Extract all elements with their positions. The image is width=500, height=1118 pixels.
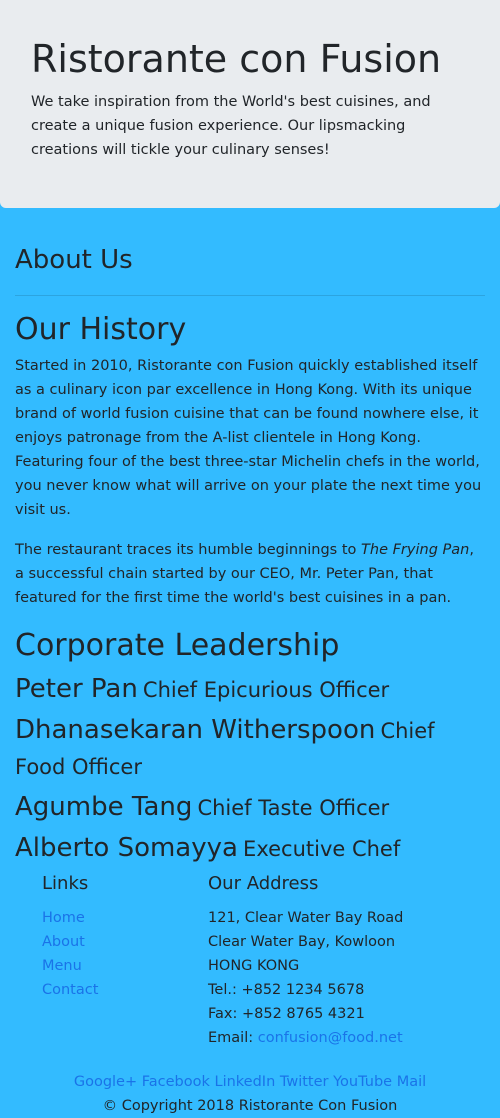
leader-title: Chief Epicurious Officer (142, 678, 390, 702)
leadership-section: Corporate Leadership Peter Pan Chief Epi… (0, 626, 500, 868)
leader-title: Chief Food Officer (15, 719, 435, 779)
restaurant-title: Ristorante con Fusion (31, 37, 442, 81)
email-label: Email: (208, 1030, 258, 1046)
history-heading: Our History (15, 312, 187, 347)
google-plus-link[interactable]: Google+ (73, 1074, 138, 1090)
history-paragraph-1: Started in 2010, Ristorante con Fusion q… (15, 358, 482, 518)
leader-name: Agumbe Tang (15, 792, 193, 822)
leader-item: Agumbe Tang Chief Taste Officer (15, 790, 485, 827)
linkedin-link[interactable]: LinkedIn (214, 1074, 276, 1090)
address-line: HONG KONG (208, 958, 300, 974)
email-line: Email: confusion@food.net (208, 1026, 458, 1050)
address-line: 121, Clear Water Bay Road (208, 910, 404, 926)
footer-link-contact[interactable]: Contact (42, 982, 99, 998)
history-text-start: The restaurant traces its humble beginni… (15, 542, 362, 558)
twitter-link[interactable]: Twitter (279, 1074, 329, 1090)
footer: Links Home About Menu Contact Our Addres… (0, 872, 500, 1050)
leader-name: Alberto Somayya (15, 833, 238, 863)
leader-item: Peter Pan Chief Epicurious Officer (15, 672, 485, 709)
links-column: Links Home About Menu Contact (42, 872, 208, 1050)
divider (15, 295, 485, 296)
address-heading: Our Address (208, 873, 319, 894)
footer-link-about[interactable]: About (42, 934, 85, 950)
frying-pan-italic: The Frying Pan (361, 542, 470, 558)
youtube-link[interactable]: YouTube (333, 1074, 393, 1090)
links-heading: Links (42, 873, 89, 894)
address-line: Clear Water Bay, Kowloon (208, 934, 396, 950)
footer-link-home[interactable]: Home (42, 910, 85, 926)
copyright: © Copyright 2018 Ristorante Con Fusion (102, 1098, 398, 1114)
about-heading: About Us (15, 245, 133, 275)
phone-line: Tel.: +852 1234 5678 (208, 982, 365, 998)
about-section: About Us Our History Started in 2010, Ri… (0, 208, 500, 610)
mail-link[interactable]: Mail (396, 1074, 427, 1090)
leader-item: Dhanasekaran Witherspoon Chief Food Offi… (15, 713, 485, 786)
history-text-end: , a successful chain started by our CEO,… (15, 542, 474, 606)
jumbotron: Ristorante con Fusion We take inspiratio… (0, 0, 500, 208)
social-links: Google+ Facebook LinkedIn Twitter YouTub… (0, 1070, 500, 1094)
address-column: Our Address 121, Clear Water Bay Road Cl… (208, 872, 458, 1050)
facebook-link[interactable]: Facebook (141, 1074, 210, 1090)
footer-link-menu[interactable]: Menu (42, 958, 82, 974)
jumbotron-text: We take inspiration from the World's bes… (31, 94, 431, 158)
leader-name: Peter Pan (15, 674, 138, 704)
leader-title: Executive Chef (243, 837, 401, 861)
leader-name: Dhanasekaran Witherspoon (15, 715, 376, 745)
history-paragraph-2: The restaurant traces its humble beginni… (15, 538, 485, 610)
leadership-heading: Corporate Leadership (15, 628, 340, 663)
leader-title: Chief Taste Officer (197, 796, 390, 820)
fax-line: Fax: +852 8765 4321 (208, 1006, 365, 1022)
leader-item: Alberto Somayya Executive Chef (15, 831, 485, 868)
email-link[interactable]: confusion@food.net (257, 1030, 403, 1046)
